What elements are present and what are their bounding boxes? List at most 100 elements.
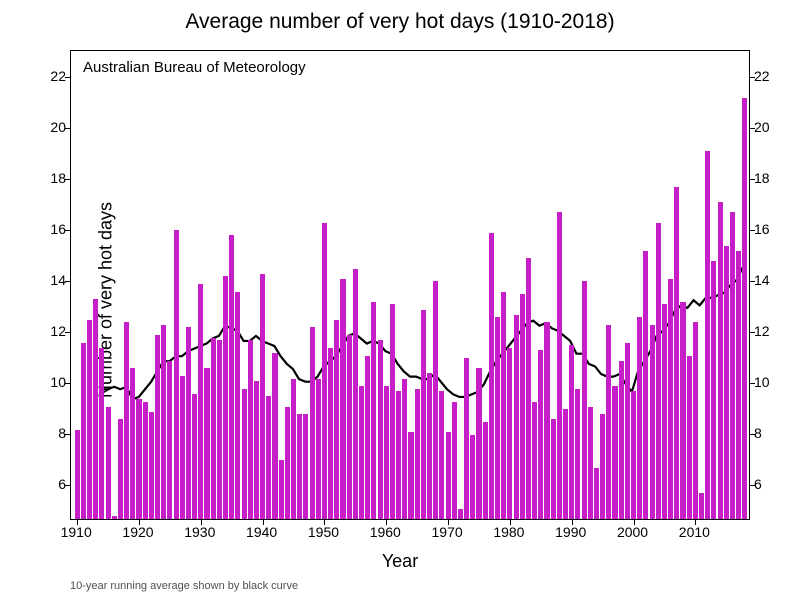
x-tick-label: 1940 [246, 524, 277, 540]
bar [161, 325, 166, 519]
bar [167, 361, 172, 519]
bar [242, 389, 247, 519]
bar [217, 340, 222, 519]
bar [452, 402, 457, 520]
x-tick-label: 1920 [122, 524, 153, 540]
bar [174, 230, 179, 519]
chart-container: Average number of very hot days (1910-20… [0, 0, 800, 600]
y-tick-right: 6 [754, 476, 762, 492]
bar [359, 386, 364, 519]
bar [464, 358, 469, 519]
bar [563, 409, 568, 519]
bar [489, 233, 494, 519]
y-tick-left: 8 [58, 425, 66, 441]
y-tick-right: 12 [754, 323, 770, 339]
x-tick-label: 1950 [308, 524, 339, 540]
bar [136, 399, 141, 519]
bar [266, 396, 271, 519]
chart-title: Average number of very hot days (1910-20… [0, 10, 800, 34]
bar [99, 348, 104, 519]
bar [687, 356, 692, 519]
bar [130, 368, 135, 519]
x-tick-label: 1930 [184, 524, 215, 540]
bar [699, 493, 704, 519]
bar [229, 235, 234, 519]
bar [279, 460, 284, 519]
bar [631, 391, 636, 519]
bar [612, 386, 617, 519]
bar [514, 315, 519, 519]
bar [192, 394, 197, 519]
bar [439, 391, 444, 519]
bar [155, 335, 160, 519]
bar [248, 340, 253, 519]
bar [347, 335, 352, 519]
bar [421, 310, 426, 519]
y-tick-left: 10 [50, 374, 66, 390]
bar [415, 389, 420, 519]
bar [402, 379, 407, 519]
bar [118, 419, 123, 519]
bar [575, 389, 580, 519]
x-tick-label: 1990 [555, 524, 586, 540]
bar [124, 322, 129, 519]
bar [93, 299, 98, 519]
y-tick-right: 20 [754, 119, 770, 135]
x-tick-label: 1910 [61, 524, 92, 540]
y-tick-left: 22 [50, 68, 66, 84]
bar [112, 516, 117, 519]
bar [625, 343, 630, 519]
bar [328, 348, 333, 519]
bar [254, 381, 259, 519]
bar [693, 322, 698, 519]
bar [223, 276, 228, 519]
bar [594, 468, 599, 519]
bar [433, 281, 438, 519]
bar [396, 391, 401, 519]
plot-area: Australian Bureau of Meteorology [70, 50, 750, 520]
bar [204, 368, 209, 519]
bar [378, 340, 383, 519]
bar [718, 202, 723, 519]
bar [643, 251, 648, 519]
bar [198, 284, 203, 519]
bar [340, 279, 345, 519]
bar [291, 379, 296, 519]
x-tick-label: 1980 [493, 524, 524, 540]
bar [507, 348, 512, 519]
bar [674, 187, 679, 519]
bar [544, 322, 549, 519]
bar [322, 223, 327, 519]
bar [75, 430, 80, 519]
bar [711, 261, 716, 519]
y-tick-left: 18 [50, 170, 66, 186]
bar [211, 338, 216, 519]
bar [297, 414, 302, 519]
bar [551, 419, 556, 519]
bar [668, 279, 673, 519]
bar [285, 407, 290, 519]
bar [619, 361, 624, 519]
bar [680, 302, 685, 519]
bar [532, 402, 537, 520]
x-tick-label: 2010 [679, 524, 710, 540]
bar [637, 317, 642, 519]
bar [501, 292, 506, 519]
y-tick-left: 6 [58, 476, 66, 492]
bar [316, 379, 321, 519]
bar [526, 258, 531, 519]
bar [384, 386, 389, 519]
chart-footnote: 10-year running average shown by black c… [70, 580, 298, 592]
y-tick-right: 14 [754, 272, 770, 288]
bar [736, 251, 741, 519]
y-tick-left: 20 [50, 119, 66, 135]
bar [180, 376, 185, 519]
bar [446, 432, 451, 519]
bar [303, 414, 308, 519]
bar [724, 246, 729, 519]
bar [371, 302, 376, 519]
bar [272, 353, 277, 519]
bar [606, 325, 611, 519]
bar [260, 274, 265, 519]
bar [520, 294, 525, 519]
